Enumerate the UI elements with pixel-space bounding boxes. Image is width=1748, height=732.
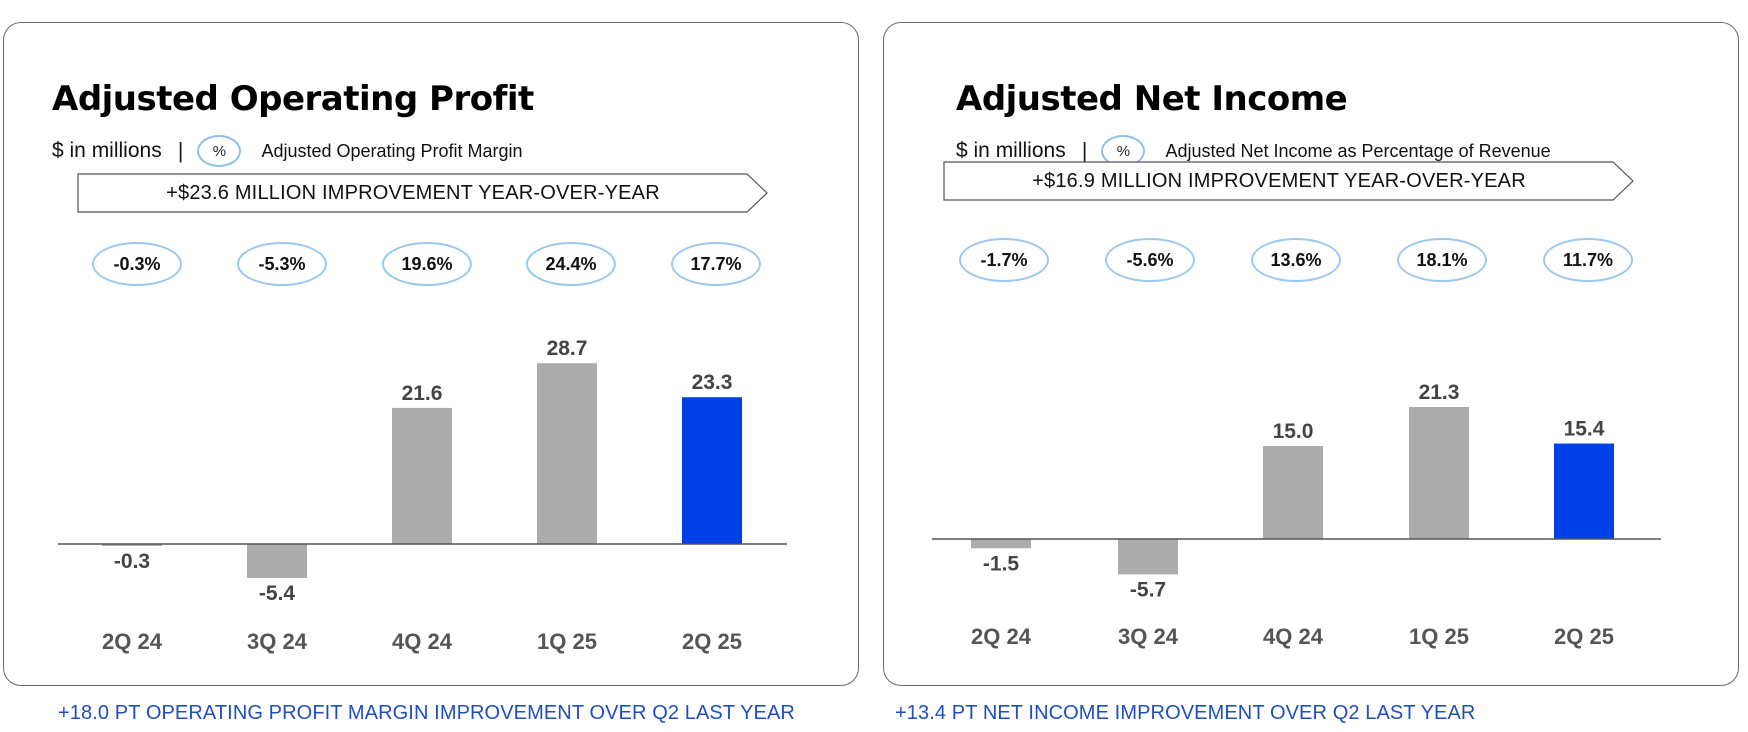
category-label: 2Q 25 [682,629,742,654]
net-income-panel: Adjusted Net Income $ in millions | % Ad… [883,22,1739,686]
bar [1554,443,1614,539]
category-label: 4Q 24 [392,629,453,654]
banner-text: +$16.9 MILLION IMPROVEMENT YEAR-OVER-YEA… [1032,169,1526,192]
category-label: 2Q 25 [1554,624,1614,649]
bar [102,544,162,546]
bar-value-label: -0.3 [114,550,150,573]
bar-value-label: 15.0 [1273,420,1314,443]
net-income-chart: -1.5 2Q 24 -5.7 3Q 24 15.0 4Q 24 21.3 1Q 25 15.4… [932,381,1661,649]
bar-value-label: -1.5 [983,552,1020,575]
panel-subtitle: $ in millions | % Adjusted Operating Pro… [52,133,523,169]
category-label: 1Q 25 [1409,624,1469,649]
improvement-banner: +$23.6 MILLION IMPROVEMENT YEAR-OVER-YEA… [77,173,769,213]
margin-ellipse: 19.6% [382,242,472,286]
separator: | [1081,138,1088,163]
margin-ellipse: 13.6% [1251,238,1341,282]
margin-ellipse: -5.6% [1105,238,1195,282]
net-income-improvement-footnote: +13.4 PT NET INCOME IMPROVEMENT OVER Q2 … [895,702,1476,724]
bar-value-label: 15.4 [1564,418,1605,441]
operating-profit-chart: -0.3 2Q 24 -5.4 3Q 24 21.6 4Q 24 28.7 1Q 25 23.3… [58,337,787,654]
banner-arrow-shape [77,173,768,213]
category-label: 1Q 25 [537,629,597,654]
margin-ellipse: 11.7% [1543,238,1633,282]
margin-legend-label: Adjusted Net Income as Percentage of Rev… [1165,140,1551,161]
category-label: 2Q 24 [971,624,1032,649]
bar [1118,539,1178,575]
bar-value-label: 21.6 [402,382,443,405]
category-label: 3Q 24 [247,629,308,654]
percent-ellipse-icon: % [197,135,242,167]
margin-ellipse: 24.4% [526,242,616,286]
margin-ellipse: 18.1% [1397,238,1487,282]
margin-legend-label: Adjusted Operating Profit Margin [261,140,523,161]
bar-value-label: 28.7 [547,337,588,360]
margin-ellipse: 17.7% [671,242,761,286]
bar-value-label: -5.4 [259,582,296,605]
panel-title: Adjusted Net Income [956,79,1348,119]
category-label: 2Q 24 [102,629,163,654]
panel-title: Adjusted Operating Profit [52,79,534,119]
bar [1409,406,1469,539]
category-label: 4Q 24 [1263,624,1324,649]
bar-value-label: -5.7 [1130,578,1166,601]
units-label: $ in millions [956,139,1066,162]
bar-value-label: 23.3 [692,371,733,394]
separator: | [177,138,184,163]
units-label: $ in millions [52,139,162,162]
margin-ellipse: -0.3% [92,242,182,286]
margin-improvement-footnote: +18.0 PT OPERATING PROFIT MARGIN IMPROVE… [58,702,795,724]
banner-arrow-shape [943,161,1634,201]
bar [1263,446,1323,539]
bar-value-label: 21.3 [1419,381,1460,404]
margin-ellipse: -5.3% [237,242,327,286]
bar [682,397,742,544]
improvement-banner: +$16.9 MILLION IMPROVEMENT YEAR-OVER-YEA… [943,161,1635,201]
bar [537,363,597,544]
bar [392,407,452,544]
bar [971,539,1031,549]
margin-ellipse: -1.7% [959,238,1049,282]
banner-text: +$23.6 MILLION IMPROVEMENT YEAR-OVER-YEA… [166,181,660,204]
panel-subtitle: $ in millions | % Adjusted Net Income as… [956,133,1551,169]
operating-profit-panel: Adjusted Operating Profit $ in millions … [3,22,859,686]
category-label: 3Q 24 [1118,624,1179,649]
bar [247,544,307,579]
